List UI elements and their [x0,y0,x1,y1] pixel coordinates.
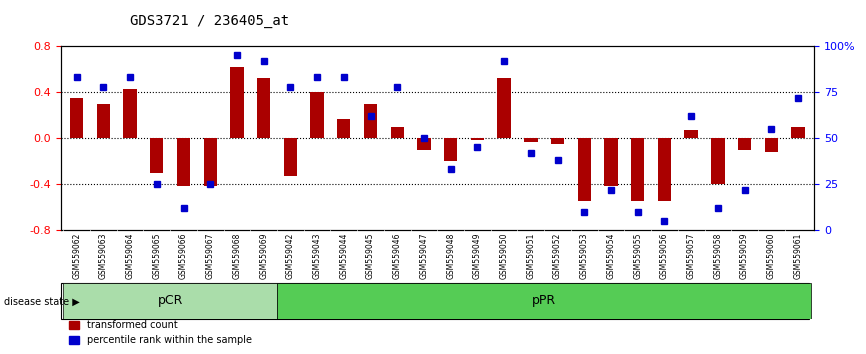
Text: pCR: pCR [158,295,183,307]
Bar [765,138,778,152]
Text: GSM559054: GSM559054 [606,233,616,279]
Bar [444,138,457,161]
Bar [230,67,243,138]
Text: GSM559045: GSM559045 [366,233,375,279]
Text: GSM559057: GSM559057 [687,233,695,279]
Text: GSM559058: GSM559058 [714,233,722,279]
Text: GSM559065: GSM559065 [152,233,161,279]
Bar [150,138,164,173]
Bar [524,138,538,142]
Bar [257,78,270,138]
Text: GSM559048: GSM559048 [446,233,456,279]
Text: GSM559056: GSM559056 [660,233,669,279]
Bar [604,138,617,187]
Text: GSM559042: GSM559042 [286,233,295,279]
Bar [658,138,671,201]
Bar [551,138,565,144]
Text: GSM559069: GSM559069 [259,233,268,279]
Text: pPR: pPR [532,295,556,307]
Bar [284,138,297,176]
Bar [310,92,324,138]
Bar [578,138,591,201]
Text: GSM559063: GSM559063 [99,233,108,279]
Bar [70,98,83,138]
Bar [471,138,484,140]
Text: GSM559066: GSM559066 [179,233,188,279]
Text: GSM559052: GSM559052 [553,233,562,279]
Bar [391,127,404,138]
Bar [497,78,511,138]
Text: GSM559047: GSM559047 [419,233,429,279]
Text: GSM559050: GSM559050 [500,233,508,279]
Text: GSM559062: GSM559062 [72,233,81,279]
Bar [364,103,378,138]
Text: GSM559051: GSM559051 [527,233,535,279]
Bar [684,130,698,138]
Bar [738,138,751,149]
Legend: transformed count, percentile rank within the sample: transformed count, percentile rank withi… [66,316,255,349]
Text: GSM559053: GSM559053 [579,233,589,279]
Bar [711,138,725,184]
Text: GSM559044: GSM559044 [339,233,348,279]
Text: disease state ▶: disease state ▶ [4,297,80,307]
Bar [417,138,430,149]
Text: GSM559064: GSM559064 [126,233,134,279]
Bar [177,138,191,187]
Text: GSM559060: GSM559060 [766,233,776,279]
Bar [63,283,277,319]
Text: GSM559043: GSM559043 [313,233,321,279]
Text: GSM559067: GSM559067 [206,233,215,279]
Bar [337,119,351,138]
Text: GDS3721 / 236405_at: GDS3721 / 236405_at [130,14,289,28]
Bar [631,138,644,201]
Text: GSM559046: GSM559046 [393,233,402,279]
Text: GSM559055: GSM559055 [633,233,643,279]
Text: GSM559068: GSM559068 [232,233,242,279]
Text: GSM559049: GSM559049 [473,233,481,279]
Bar [123,88,137,138]
Bar [277,283,811,319]
Bar [204,138,216,187]
Text: GSM559061: GSM559061 [793,233,803,279]
Text: GSM559059: GSM559059 [740,233,749,279]
Bar [97,103,110,138]
Bar [792,127,805,138]
